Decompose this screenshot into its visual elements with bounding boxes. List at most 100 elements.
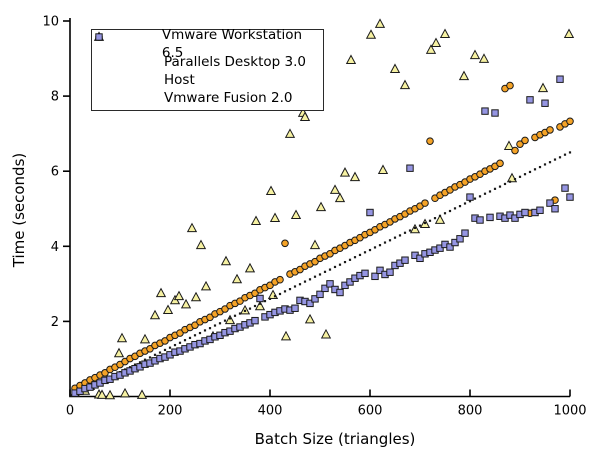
- x-tick-label-800: 800: [458, 404, 483, 419]
- host-point: [343, 260, 347, 264]
- vmware-fusion-2-0-point: [361, 269, 369, 278]
- vmware-workstation-6-5-point: [345, 54, 357, 64]
- vmware-fusion-2-0-point: [401, 256, 409, 264]
- host-point: [563, 153, 567, 156]
- host-point: [223, 319, 227, 322]
- host-point: [218, 322, 222, 325]
- vmware-fusion-2-0-point: [546, 199, 554, 207]
- vmware-fusion-2-0-point: [376, 266, 384, 275]
- vmware-workstation-6-5-point: [149, 309, 161, 320]
- host-point: [243, 309, 247, 312]
- vmware-workstation-6-5-point: [506, 172, 518, 183]
- host-point: [328, 268, 332, 271]
- vmware-workstation-6-5-point: [104, 389, 116, 400]
- vmware-workstation-6-5-point: [349, 171, 361, 182]
- vmware-fusion-2-0-point: [566, 193, 574, 201]
- vmware-fusion-2-0-point: [416, 254, 424, 263]
- host-point: [528, 170, 532, 174]
- vmware-workstation-6-5-point: [389, 63, 401, 73]
- vmware-fusion-2-0-point: [291, 304, 299, 312]
- vmware-workstation-6-5-point: [220, 255, 232, 266]
- host-point: [558, 156, 562, 159]
- vmware-fusion-2-0-point: [551, 205, 559, 213]
- host-point: [338, 263, 342, 266]
- vmware-fusion-2-0-point: [541, 99, 549, 107]
- parallels-desktop-3-0-point: [566, 117, 574, 126]
- vmware-workstation-6-5-point: [320, 328, 332, 339]
- host-point: [233, 314, 237, 317]
- host-point: [143, 358, 147, 361]
- vmware-workstation-6-5-point: [469, 49, 481, 60]
- parallels-desktop-3-0-point: [506, 81, 514, 90]
- host-point: [458, 205, 462, 208]
- parallels-desktop-3-0-point: [426, 137, 434, 145]
- host-point: [303, 280, 307, 283]
- host-point: [273, 295, 277, 298]
- vmware-fusion-2-0-point: [336, 288, 344, 297]
- vmware-workstation-6-5-point: [309, 239, 321, 250]
- legend-label-parallels-desktop-3-0: Parallels Desktop 3.0: [164, 54, 306, 70]
- vmware-workstation-6-5-point: [304, 313, 316, 324]
- parallels-desktop-3-0-point: [421, 199, 429, 207]
- vmware-workstation-6-5-point: [339, 167, 351, 177]
- legend-label-vmware-fusion-2-0: Vmware Fusion 2.0: [164, 90, 293, 106]
- host-point: [438, 214, 442, 217]
- host-point: [358, 253, 362, 257]
- vmware-fusion-2-0-point: [521, 208, 529, 217]
- vmware-fusion-2-0-point: [561, 184, 569, 192]
- vmware-fusion-2-0-point: [406, 164, 414, 172]
- parallels-desktop-3-0-point: [276, 275, 284, 284]
- vmware-workstation-6-5-point: [365, 29, 377, 39]
- host-point: [468, 200, 472, 203]
- host-point: [353, 256, 357, 259]
- vmware-fusion-2-0-point: [536, 206, 544, 214]
- vmware-workstation-6-5-point: [458, 70, 470, 81]
- host-point: [568, 151, 572, 154]
- vmware-fusion-2-0-point: [486, 213, 494, 222]
- vmware-fusion-2-0-point: [371, 272, 379, 281]
- host-point: [373, 246, 377, 249]
- parallels-desktop-3-0-point: [521, 136, 529, 145]
- vmware-fusion-2-0-point: [436, 244, 444, 252]
- host-point: [388, 239, 392, 242]
- host-point: [463, 202, 467, 205]
- vmware-workstation-6-5-point: [244, 262, 256, 273]
- vmware-workstation-6-5-point: [254, 300, 266, 311]
- legend-item-parallels-desktop-3-0: Parallels Desktop 3.0: [92, 33, 323, 71]
- host-point: [493, 187, 497, 190]
- vmware-workstation-6-5-point: [478, 53, 490, 63]
- vmware-workstation-6-5-point: [155, 287, 167, 298]
- vmware-fusion-2-0-point: [306, 299, 314, 308]
- vmware-workstation-6-5-point: [374, 18, 386, 28]
- vmware-workstation-6-5-point: [399, 79, 411, 90]
- host-point: [483, 192, 487, 195]
- vmware-fusion-2-0-point: [511, 214, 519, 222]
- vmware-workstation-6-5-point: [116, 332, 128, 343]
- legend-label-vmware-workstation-6-5: Vmware Workstation 6.5: [161, 27, 303, 61]
- vmware-workstation-6-5-point: [139, 333, 151, 344]
- vmware-workstation-6-5-point: [563, 28, 575, 39]
- vmware-fusion-2-0-point: [316, 290, 324, 299]
- vmware-workstation-6-5-point: [136, 389, 148, 399]
- y-tick-label-8: 8: [51, 90, 59, 105]
- vmware-fusion-2-0-point: [451, 238, 459, 247]
- host-point: [513, 177, 517, 181]
- legend-label-host: Host: [164, 72, 195, 88]
- host-point: [543, 163, 547, 166]
- vmware-fusion-2-0-point: [366, 208, 374, 217]
- host-point: [168, 346, 172, 349]
- vmware-fusion-2-0-point: [461, 229, 469, 237]
- host-point: [128, 366, 132, 369]
- vmware-workstation-6-5-point: [290, 209, 302, 220]
- host-point: [518, 175, 522, 178]
- vmware-workstation-6-5-point: [537, 82, 549, 93]
- vmware-fusion-2-0-point: [311, 295, 319, 303]
- x-tick-label-1000: 1000: [553, 404, 586, 419]
- host-point: [203, 329, 207, 332]
- vmware-workstation-6-5-point: [425, 44, 437, 54]
- y-tick-label-10: 10: [42, 15, 59, 30]
- host-point: [403, 231, 407, 234]
- vmware-workstation-6-5-point: [224, 314, 236, 325]
- host-point: [313, 275, 317, 278]
